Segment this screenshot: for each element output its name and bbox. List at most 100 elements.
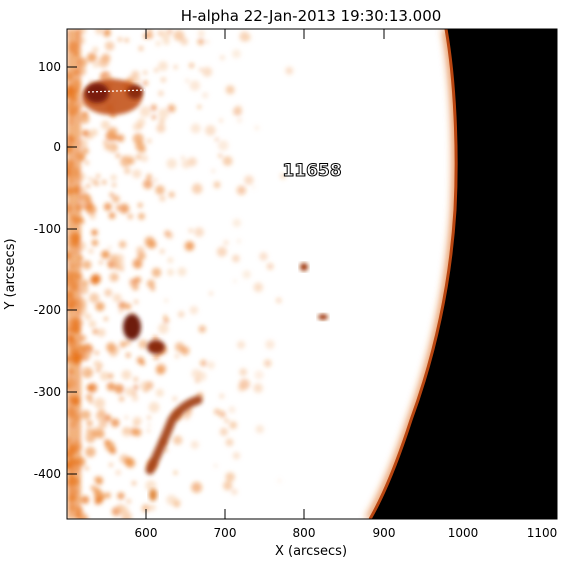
plage-speck <box>189 305 199 315</box>
plage-speck <box>120 506 129 515</box>
region-label: 11658 <box>282 161 341 181</box>
plage-speck <box>79 114 90 124</box>
plage-speck <box>105 441 115 452</box>
plage-speck <box>138 212 145 220</box>
y-axis-label: Y (arcsecs) <box>3 238 18 310</box>
plage-speck <box>189 63 195 68</box>
plage-speck <box>155 185 165 195</box>
plage-speck <box>184 241 195 252</box>
plage-speck <box>91 229 98 236</box>
plage-texture <box>67 29 294 519</box>
plage-speck <box>82 260 92 270</box>
plage-speck <box>99 260 103 265</box>
plage-speck <box>85 466 89 471</box>
plage-speck <box>143 70 148 75</box>
plage-speck <box>105 42 109 46</box>
plage-speck <box>112 183 117 187</box>
plage-speck <box>96 174 100 178</box>
plage-speck <box>148 504 156 512</box>
plage-speck <box>113 135 118 141</box>
plage-speck <box>140 154 148 163</box>
plage-speck <box>160 77 167 83</box>
plage-speck <box>103 253 109 258</box>
y-tick-label: -100 <box>34 222 61 236</box>
plage-speck <box>198 325 206 333</box>
plage-speck <box>155 40 161 47</box>
plage-speck <box>191 183 203 194</box>
plage-speck <box>86 204 97 215</box>
plage-speck <box>166 268 175 276</box>
plage-speck <box>129 282 135 288</box>
plage-speck <box>85 393 93 401</box>
plage-speck <box>253 383 263 393</box>
plage-speck <box>280 173 286 180</box>
y-axis: 100 0 -100 -200 -300 -400 Y (arcsecs) <box>3 60 557 481</box>
plage-speck <box>87 52 97 63</box>
plage-speck <box>146 29 153 34</box>
plage-speck <box>167 257 174 264</box>
plage-speck <box>103 202 112 211</box>
plage-speck <box>100 120 110 130</box>
plage-speck <box>150 104 157 112</box>
filament-mid-2 <box>147 340 165 354</box>
plage-speck <box>79 186 87 194</box>
plage-speck <box>108 373 114 379</box>
plage-speck <box>136 356 145 365</box>
plage-speck <box>125 387 135 397</box>
plage-speck <box>82 367 88 373</box>
plage-speck <box>133 384 139 390</box>
plage-speck <box>211 169 215 173</box>
long-filament <box>145 395 203 475</box>
plage-speck <box>185 78 190 83</box>
plage-speck <box>84 195 92 203</box>
plage-speck <box>141 504 150 513</box>
plage-speck <box>244 34 252 42</box>
plage-speck <box>166 158 177 169</box>
x-axis: 600 700 800 900 1000 1100 X (arcsecs) <box>135 29 557 559</box>
plage-speck <box>88 79 93 84</box>
plage-speck <box>158 61 168 72</box>
plage-speck <box>158 118 165 125</box>
x-tick-label: 600 <box>135 526 158 540</box>
plage-speck <box>118 301 127 310</box>
plage-speck <box>124 415 129 420</box>
limb-edge <box>368 29 458 519</box>
plage-speck <box>254 370 264 380</box>
plage-speck <box>86 420 93 427</box>
plage-speck <box>118 396 125 402</box>
plage-speck <box>200 359 207 367</box>
plage-speck <box>197 30 205 38</box>
x-axis-label: X (arcsecs) <box>275 544 347 559</box>
plage-speck <box>117 37 123 42</box>
plage-speck <box>125 339 131 346</box>
left-edge-band <box>67 29 81 519</box>
plage-speck <box>94 350 100 355</box>
plage-speck <box>239 368 248 376</box>
plage-speck <box>107 142 119 153</box>
dark-features <box>82 79 328 501</box>
plage-speck <box>86 384 93 391</box>
plage-speck <box>158 108 169 119</box>
plage-speck <box>156 123 166 133</box>
plage-speck <box>95 301 105 312</box>
plage-speck <box>163 317 169 324</box>
plage-speck <box>104 492 111 499</box>
plage-speck <box>233 279 237 283</box>
plage-speck <box>146 173 153 180</box>
plage-speck <box>199 68 203 72</box>
plage-speck <box>138 145 147 154</box>
plage-speck <box>142 80 148 86</box>
plage-speck <box>146 279 155 288</box>
plage-speck <box>236 185 247 195</box>
plage-speck <box>104 317 108 321</box>
plage-speck <box>139 106 151 118</box>
plage-speck <box>124 303 132 310</box>
plage-speck <box>143 179 153 189</box>
plage-speck <box>173 471 178 475</box>
plage-speck <box>94 397 105 409</box>
plage-speck <box>167 29 173 34</box>
plage-speck <box>146 429 151 433</box>
plage-speck <box>242 270 251 279</box>
plage-speck <box>117 206 121 210</box>
